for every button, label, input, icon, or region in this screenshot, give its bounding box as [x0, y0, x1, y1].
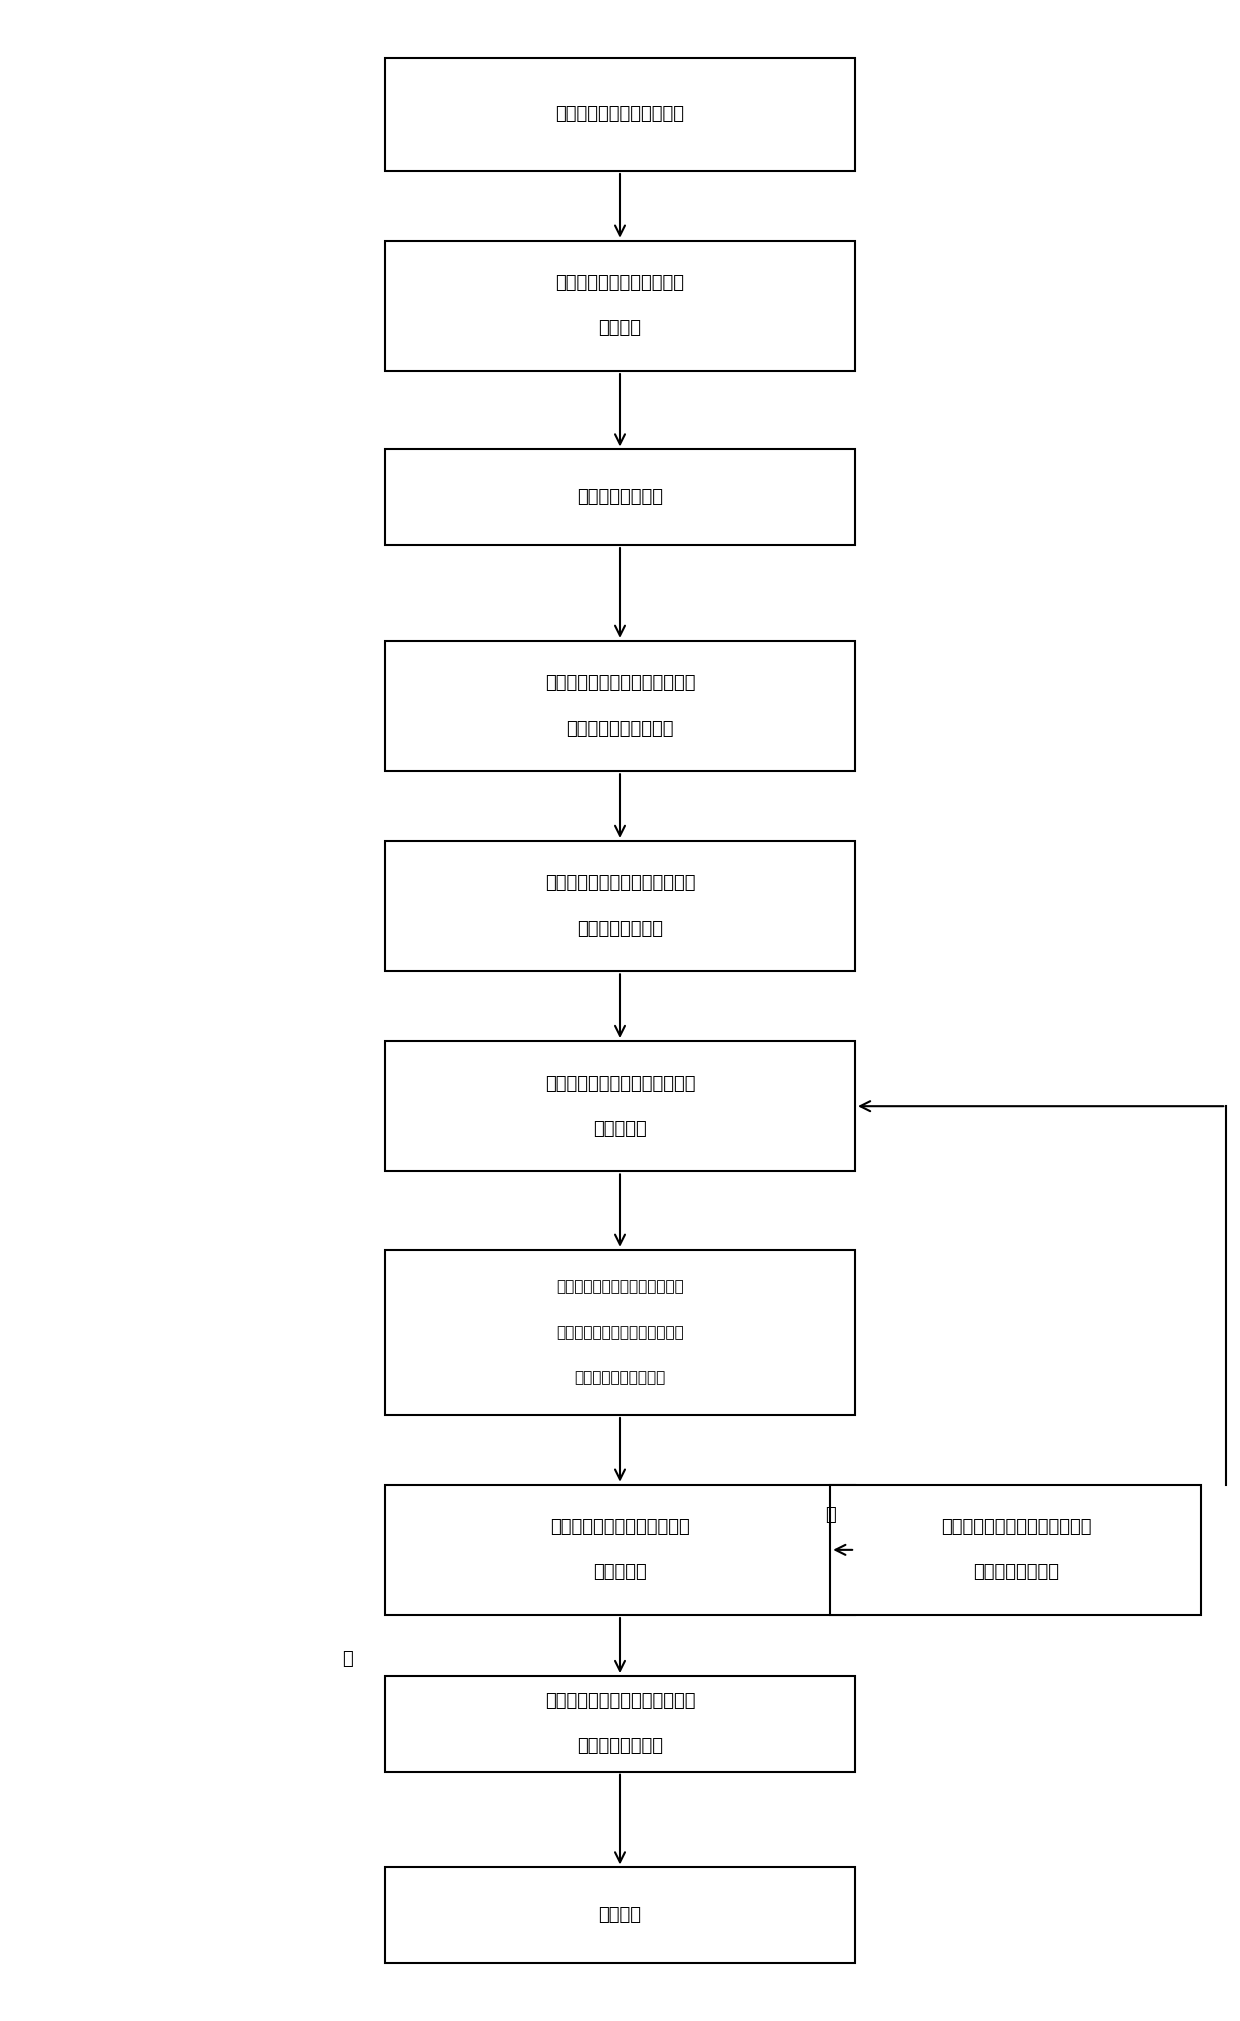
FancyBboxPatch shape: [384, 240, 856, 372]
Text: 高程值最高的网格单元: 高程值最高的网格单元: [567, 719, 673, 738]
Text: 否: 否: [825, 1506, 836, 1524]
FancyBboxPatch shape: [831, 1485, 1202, 1615]
Text: 防线数据坐标列表: 防线数据坐标列表: [973, 1564, 1059, 1582]
Text: 圆环内部？: 圆环内部？: [593, 1564, 647, 1582]
Text: 圆环穿过的所有网格单元，提取: 圆环穿过的所有网格单元，提取: [556, 1326, 684, 1340]
Text: 防线数据坐标列表: 防线数据坐标列表: [577, 920, 663, 938]
Text: 半径参数: 半径参数: [599, 319, 641, 338]
FancyBboxPatch shape: [384, 1485, 856, 1615]
FancyBboxPatch shape: [384, 1675, 856, 1772]
FancyBboxPatch shape: [384, 1041, 856, 1172]
Text: 将该网格单元中心点坐标存入堤: 将该网格单元中心点坐标存入堤: [941, 1518, 1091, 1536]
Text: 制探测圆环: 制探测圆环: [593, 1120, 647, 1138]
Text: 将该网格单元中心点坐标存入堤: 将该网格单元中心点坐标存入堤: [544, 875, 696, 893]
FancyBboxPatch shape: [384, 59, 856, 172]
FancyBboxPatch shape: [384, 1867, 856, 1962]
Text: 绘制初始探测圆环: 绘制初始探测圆环: [577, 489, 663, 505]
FancyBboxPatch shape: [384, 841, 856, 972]
FancyBboxPatch shape: [384, 1249, 856, 1415]
FancyBboxPatch shape: [384, 641, 856, 772]
Text: 计算完毕: 计算完毕: [599, 1906, 641, 1924]
Text: 网格单元不存在或者位于初始: 网格单元不存在或者位于初始: [551, 1518, 689, 1536]
Text: 设定初始圆环中心点及圆环: 设定初始圆环中心点及圆环: [556, 275, 684, 293]
Text: 查找位于前一圆环外部且被当前: 查找位于前一圆环外部且被当前: [556, 1279, 684, 1295]
Text: 是: 是: [342, 1649, 353, 1667]
Text: 依次连接堤防线数据坐标，生成: 依次连接堤防线数据坐标，生成: [544, 1692, 696, 1710]
Text: 查找圆环穿过的网格单元，提取: 查找圆环穿过的网格单元，提取: [544, 675, 696, 693]
Text: 以该网格单元中心作为圆心，绘: 以该网格单元中心作为圆心，绘: [544, 1075, 696, 1093]
Text: 高精度堤防线数据: 高精度堤防线数据: [577, 1738, 663, 1756]
Text: 高程值最高的网格单元: 高程值最高的网格单元: [574, 1370, 666, 1384]
FancyBboxPatch shape: [384, 449, 856, 546]
Text: 堤防高分辨率数字地形数据: 堤防高分辨率数字地形数据: [556, 105, 684, 123]
